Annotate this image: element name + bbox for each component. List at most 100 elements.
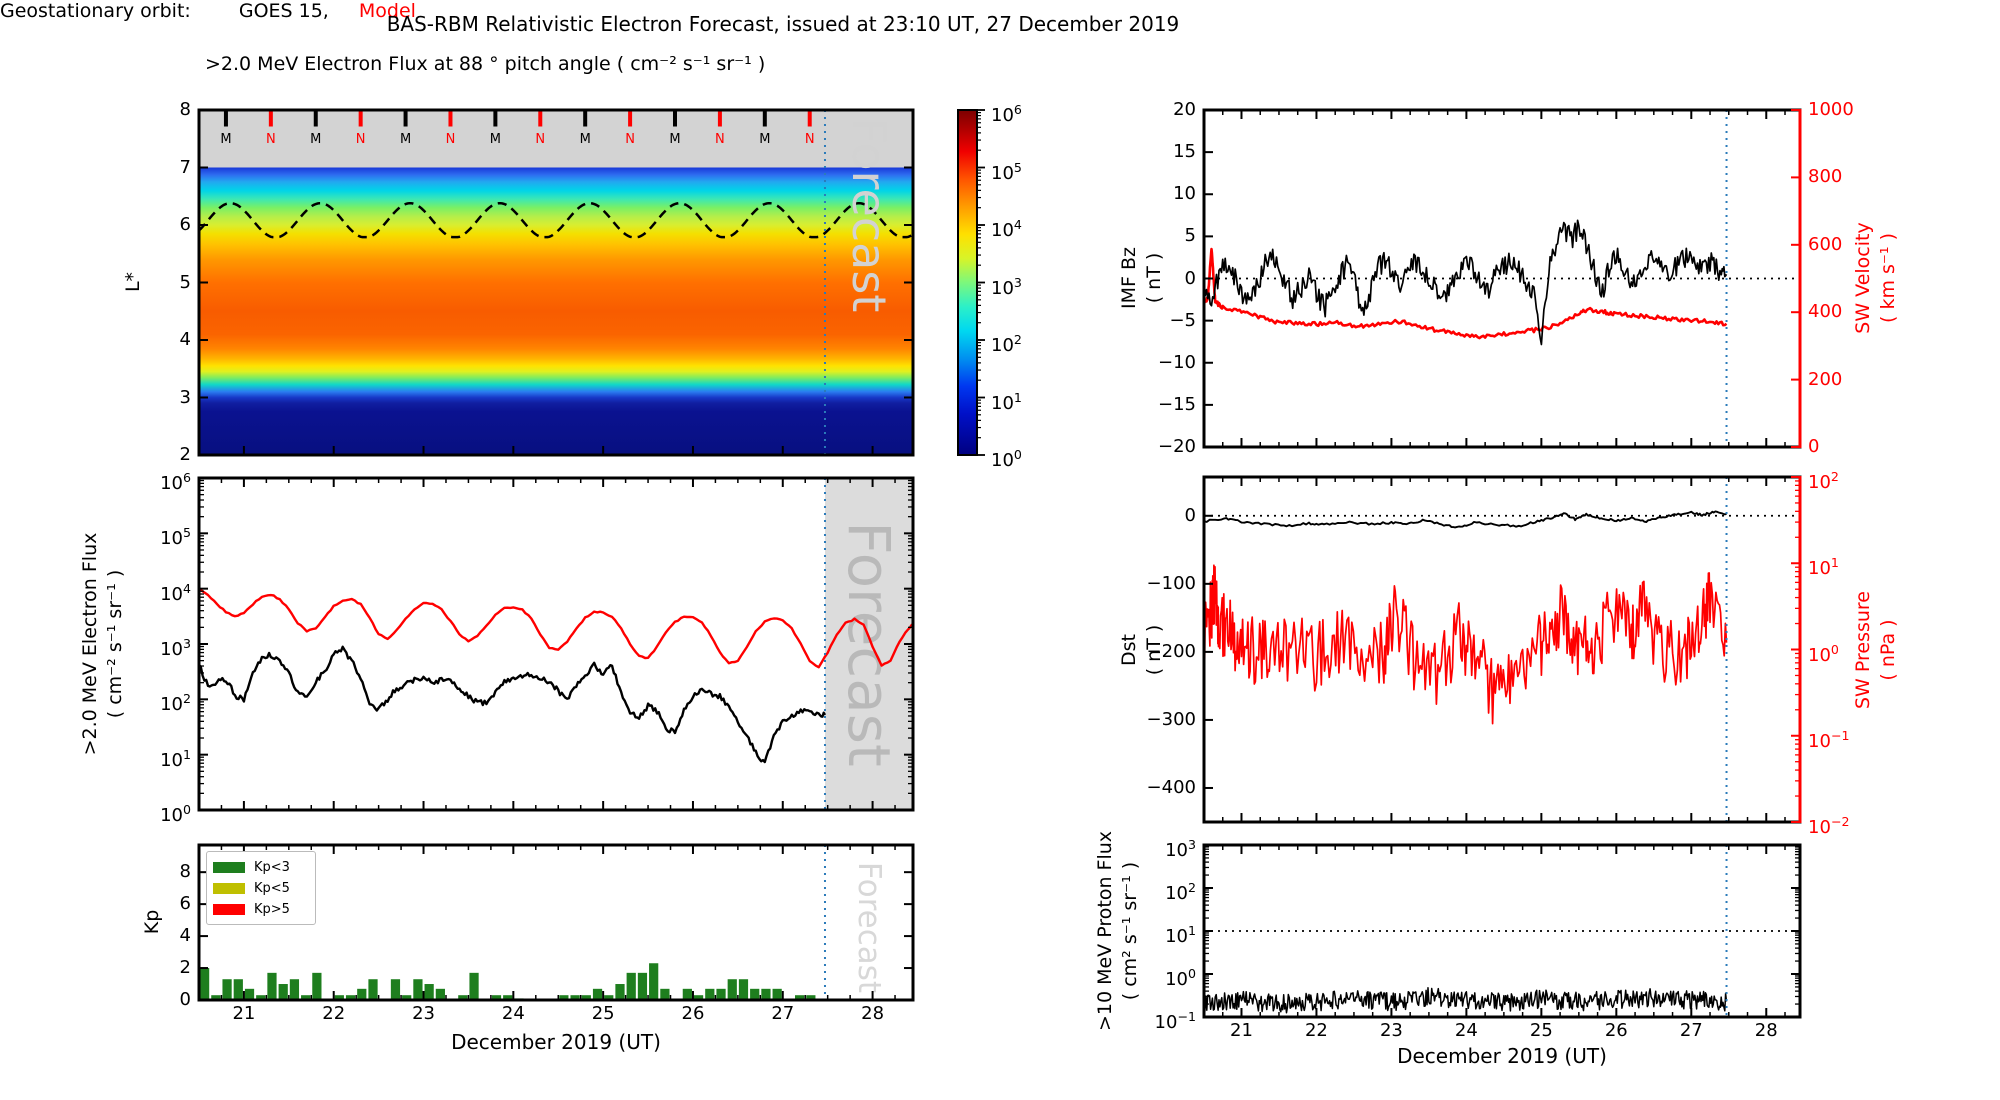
sw-pressure-tick-label: 101	[1808, 555, 1839, 580]
sw-velocity-tick-label: 1000	[1808, 99, 1854, 120]
kp-bar	[649, 963, 659, 1000]
panel-border	[1202, 108, 1802, 449]
kp-bar	[615, 984, 625, 1000]
kp-tick-label: 2	[179, 957, 191, 979]
kp-bar	[503, 995, 513, 1000]
forecast-watermark: Forecast	[851, 862, 887, 993]
sw-velocity-tick-label: 400	[1808, 301, 1843, 323]
lstar-tick-label: 7	[179, 156, 191, 178]
kp-bar	[390, 979, 401, 1000]
kp-bar	[301, 995, 311, 1000]
kp-bar	[222, 979, 232, 1000]
kp-bar	[761, 988, 771, 1000]
proton-tick-label: 100	[1165, 966, 1196, 990]
colorbar-tick-label: 104	[991, 217, 1022, 241]
sw-pressure-tick-label: 10−1	[1808, 727, 1850, 752]
kp-bar	[256, 995, 266, 1000]
flux-tick-label: 106	[160, 470, 191, 494]
dst-tick-label: −400	[1146, 776, 1196, 798]
panel-border	[197, 476, 915, 812]
lstar-tick-label: 3	[179, 386, 191, 408]
kp-bar	[716, 988, 726, 1000]
kp-bar	[750, 988, 760, 1000]
imf-bz-tick-label: 20	[1173, 99, 1196, 120]
kp-bar	[570, 995, 580, 1000]
kp-legend-row: Kp<5	[213, 878, 309, 899]
kp-bar	[693, 995, 704, 1000]
local-time-band	[199, 110, 913, 168]
kp-bar	[592, 988, 603, 1000]
date-tick-label: 28	[1754, 1020, 1778, 1041]
kp-bar	[345, 995, 356, 1000]
kp-bar	[772, 988, 782, 1000]
kp-tick-label: 4	[179, 925, 191, 947]
kp-bar	[660, 988, 670, 1000]
legend-goes15: GOES 15,	[238, 0, 329, 22]
midnight-marker-label: M	[399, 132, 412, 147]
imf-bz-tick-label: −15	[1158, 393, 1196, 415]
kp-mid-label: Kp<5	[254, 881, 290, 896]
forecast-watermark: Forecast	[842, 118, 896, 313]
panel-border	[1202, 843, 1802, 1019]
kp-bar	[334, 995, 344, 1000]
kp-bar	[795, 995, 805, 1000]
dst-tick-label: −300	[1146, 708, 1196, 730]
lstar-tick-label: 5	[179, 271, 191, 293]
kp-bar	[289, 979, 300, 1000]
midnight-marker-label: M	[759, 132, 771, 147]
kp-bar	[244, 988, 255, 1000]
sw-velocity-tick-label: 0	[1808, 436, 1820, 457]
kp-bar	[368, 979, 378, 1000]
proton-tick-label: 101	[1165, 923, 1196, 947]
date-tick-label: 23	[412, 1003, 435, 1024]
sw-velocity-tick-label: 600	[1808, 233, 1843, 255]
heatmap-title: >2.0 MeV Electron Flux at 88 ° pitch ang…	[205, 53, 766, 75]
sw-velocity-tick-label: 200	[1808, 368, 1843, 390]
flux-tick-label: 104	[160, 580, 191, 605]
date-tick-label: 26	[681, 1003, 705, 1024]
noon-marker-label: N	[445, 132, 456, 147]
electron-flux-legend: Geostationary orbit: GOES 15, Model	[0, 0, 2000, 22]
kp-bar	[559, 995, 569, 1000]
kp-bar	[402, 995, 412, 1000]
kp-bar	[469, 972, 479, 1000]
kp-low-label: Kp<3	[254, 860, 290, 875]
kp-bar	[738, 979, 749, 1000]
imf-bz-tick-label: 0	[1184, 267, 1196, 289]
kp-bar	[424, 984, 434, 1000]
lstar-tick-label: 8	[179, 99, 191, 120]
dst-tick-label: −200	[1146, 640, 1196, 662]
kp-bar	[413, 979, 423, 1000]
kp-high-swatch	[213, 904, 245, 915]
kp-tick-label: 8	[179, 861, 191, 883]
date-tick-label: 25	[1529, 1020, 1553, 1041]
kp-bar	[435, 988, 445, 1000]
sw-velocity-tick-label: 800	[1808, 166, 1843, 188]
kp-bar	[637, 972, 648, 1000]
date-tick-label: 26	[1604, 1020, 1628, 1041]
proton-tick-label: 103	[1165, 837, 1196, 861]
flux-tick-label: 102	[160, 691, 191, 716]
midnight-marker-label: M	[220, 132, 232, 147]
midnight-marker-label: M	[489, 132, 501, 147]
colorbar-tick-label: 100	[991, 447, 1022, 471]
colorbar-tick-label: 106	[991, 102, 1022, 126]
kp-bar	[491, 995, 502, 1000]
noon-marker-label: N	[535, 132, 546, 147]
kp-bar	[705, 988, 715, 1000]
sw-pressure-tick-label: 102	[1808, 469, 1839, 493]
date-tick-label: 27	[1679, 1020, 1703, 1041]
sw-pressure-line	[1204, 564, 1728, 725]
flux-tick-label: 101	[160, 746, 191, 771]
imf-bz-tick-label: −20	[1158, 436, 1196, 457]
lstar-tick-label: 2	[179, 444, 191, 465]
imf-bz-line	[1204, 219, 1728, 346]
colorbar-tick-label: 103	[991, 274, 1022, 299]
date-tick-label: 25	[591, 1003, 615, 1024]
midnight-marker-label: M	[310, 132, 322, 147]
noon-marker-label: N	[625, 132, 635, 147]
legend-prefix: Geostationary orbit:	[0, 0, 191, 22]
date-tick-label: 23	[1379, 1020, 1403, 1041]
kp-bar	[312, 972, 322, 1000]
